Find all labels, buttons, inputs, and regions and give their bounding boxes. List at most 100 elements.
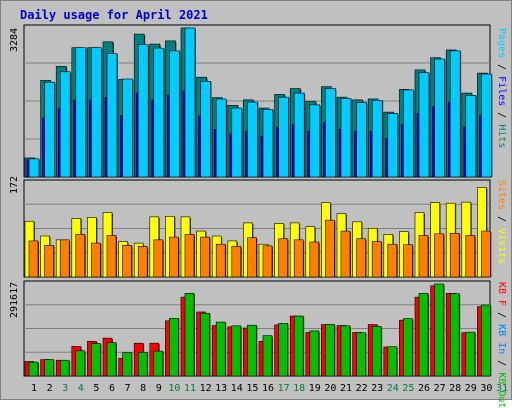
pages-bar bbox=[44, 81, 55, 178]
kbout-bar bbox=[75, 350, 86, 377]
day-label: 13 bbox=[215, 383, 228, 394]
kbout-bar bbox=[91, 343, 101, 377]
kbout-bar bbox=[247, 324, 257, 377]
kbout-bar bbox=[215, 321, 226, 377]
pages-bar bbox=[106, 53, 118, 178]
sites-bar bbox=[184, 234, 195, 278]
sites-bar bbox=[59, 239, 70, 278]
pages-bar bbox=[184, 27, 196, 178]
kbout-bar bbox=[418, 293, 429, 377]
day-label: 30 bbox=[480, 383, 493, 394]
day-label: 19 bbox=[308, 383, 321, 394]
pages-bar bbox=[449, 50, 461, 178]
day-label: 23 bbox=[371, 383, 384, 394]
sites-bar bbox=[309, 241, 320, 278]
kbout-bar bbox=[106, 342, 117, 377]
chart-title: Daily usage for April 2021 bbox=[20, 8, 208, 22]
day-label: 11 bbox=[183, 383, 197, 394]
kbout-bar bbox=[403, 318, 413, 377]
pages-bar bbox=[122, 78, 133, 178]
pages-bar bbox=[200, 80, 211, 178]
sites-bar bbox=[28, 240, 39, 278]
day-label: 27 bbox=[433, 383, 446, 394]
sites-bar bbox=[247, 237, 257, 278]
kbout-bar bbox=[340, 325, 351, 377]
sites-bar bbox=[215, 243, 226, 278]
day-label: 18 bbox=[293, 383, 306, 394]
pages-bar bbox=[75, 47, 87, 178]
sites-bar bbox=[449, 232, 460, 278]
day-label: 12 bbox=[199, 383, 212, 394]
pages-bar bbox=[153, 47, 165, 178]
sites-bar bbox=[481, 230, 491, 278]
day-label: 10 bbox=[168, 383, 181, 394]
kbout-bar bbox=[449, 293, 460, 377]
sites-bar bbox=[465, 235, 476, 278]
sites-bar bbox=[418, 235, 429, 278]
day-label: 26 bbox=[417, 383, 431, 394]
day-label: 20 bbox=[324, 383, 337, 394]
kbout-bar bbox=[371, 326, 382, 377]
kbout-bar bbox=[278, 323, 288, 377]
kbout-bar bbox=[293, 315, 304, 377]
sites-bar bbox=[122, 245, 132, 278]
kbout-bar bbox=[137, 352, 148, 377]
pages-bar bbox=[262, 109, 274, 178]
day-label: 1 bbox=[30, 383, 38, 394]
sites-bar bbox=[340, 230, 351, 278]
kbout-bar bbox=[481, 304, 491, 377]
pages-bar bbox=[387, 113, 399, 178]
sites-bar bbox=[387, 243, 398, 278]
day-label: 31 bbox=[495, 383, 509, 394]
day-label: 17 bbox=[277, 383, 290, 394]
pages-bar bbox=[137, 44, 149, 178]
pages-bar bbox=[371, 100, 383, 178]
sites-bar bbox=[137, 246, 148, 278]
kbout-bar bbox=[169, 317, 179, 377]
day-label: 24 bbox=[386, 383, 399, 394]
pages-bar bbox=[231, 107, 243, 178]
sites-bar bbox=[434, 233, 444, 278]
sites-bar bbox=[403, 244, 413, 278]
day-label: 8 bbox=[140, 383, 147, 394]
kbout-bar bbox=[434, 283, 444, 377]
kbout-bar bbox=[325, 323, 335, 377]
sites-bar bbox=[44, 245, 54, 278]
kbout-bar bbox=[28, 361, 39, 377]
day-label: 28 bbox=[449, 383, 462, 394]
kbout-bar bbox=[59, 359, 70, 377]
pages-bar bbox=[278, 96, 289, 178]
kbout-bar bbox=[200, 312, 210, 377]
sites-bar bbox=[325, 219, 335, 278]
pages-bar bbox=[59, 71, 71, 178]
pages-bar bbox=[169, 50, 180, 178]
day-label: 14 bbox=[230, 383, 243, 394]
sites-bar bbox=[153, 239, 164, 278]
sites-bar bbox=[262, 245, 273, 278]
sites-bar bbox=[278, 238, 288, 278]
kbout-bar bbox=[153, 350, 164, 377]
pages-bar bbox=[28, 158, 40, 178]
pages-bar bbox=[434, 58, 445, 178]
sites-bar bbox=[106, 235, 117, 278]
kbout-bar bbox=[184, 293, 195, 377]
sites-bar bbox=[356, 238, 366, 278]
sites-bar bbox=[91, 242, 101, 278]
day-label: 25 bbox=[402, 383, 415, 394]
pages-bar bbox=[481, 73, 492, 178]
pages-bar bbox=[247, 101, 258, 178]
sites-bar bbox=[200, 236, 210, 278]
day-label: 2 bbox=[46, 383, 53, 394]
day-label: 6 bbox=[108, 383, 116, 394]
sites-bar bbox=[169, 236, 179, 278]
pages-bar bbox=[340, 98, 352, 178]
day-label: 21 bbox=[339, 383, 353, 394]
day-label: 29 bbox=[464, 383, 477, 394]
pages-bar bbox=[215, 98, 227, 178]
pages-bar bbox=[356, 102, 367, 178]
pages-bar bbox=[403, 89, 414, 178]
kbout-bar bbox=[262, 335, 273, 377]
pages-bar bbox=[309, 104, 321, 178]
sites-bar bbox=[75, 234, 86, 278]
